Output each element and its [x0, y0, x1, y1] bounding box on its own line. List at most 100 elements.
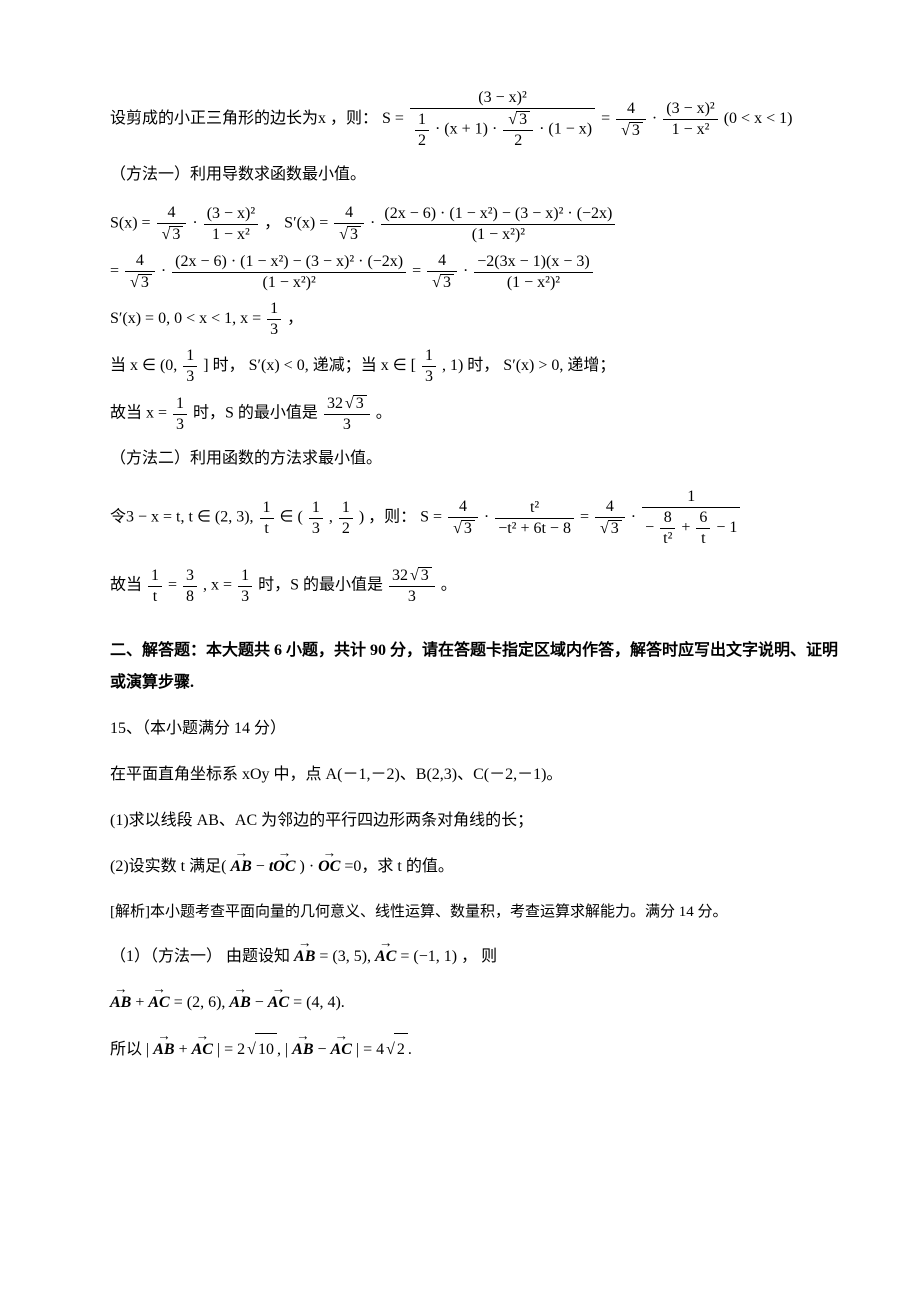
- fraction: (3 − x)² 1 − x²: [663, 101, 717, 138]
- denominator: √3: [595, 518, 625, 537]
- paragraph-p3: S(x) = 4 √3 · (3 − x)² 1 − x² ， S′(x) = …: [110, 205, 850, 243]
- text: = (2, 6),: [170, 994, 230, 1011]
- denominator: t: [696, 529, 710, 547]
- denominator: √3: [427, 272, 457, 291]
- text: 。: [441, 577, 457, 594]
- numerator: 1: [309, 500, 323, 519]
- text: .: [408, 1041, 412, 1058]
- q15-solution-2: AB + AC = (2, 6), AB − AC = (4, 4).: [110, 987, 850, 1019]
- denominator: 3: [173, 415, 187, 433]
- fraction: 1 2: [415, 112, 429, 149]
- sqrt-body: 3: [516, 111, 530, 128]
- vector-ac: AC: [192, 1034, 213, 1066]
- denominator: (1 − x²)²: [474, 273, 592, 291]
- text: −: [251, 994, 268, 1011]
- q15-number: 15、（本小题满分 14 分）: [110, 713, 850, 745]
- numerator: 4: [427, 253, 457, 272]
- fraction: 4 √3: [334, 205, 364, 243]
- sqrt: √3: [598, 520, 622, 537]
- denominator: 3: [267, 320, 281, 338]
- denominator: − 8 t² + 6 t − 1: [642, 508, 740, 547]
- sqrt-body: 3: [169, 226, 183, 243]
- numerator: 1: [422, 348, 436, 367]
- sqrt: √3: [337, 226, 361, 243]
- fraction: 4 √3: [616, 101, 646, 139]
- fraction: (3 − x)² 1 − x²: [204, 206, 258, 243]
- text: 90: [366, 642, 390, 659]
- eq-lhs: S =: [382, 110, 404, 127]
- text: 时，S 的最小值是: [258, 577, 387, 594]
- numerator: 1: [642, 489, 740, 508]
- numerator: (3 − x)²: [410, 90, 595, 109]
- paragraph-p9: 令3 − x = t, t ∈ (2, 3), 1 t ∈ ( 1 3 , 1 …: [110, 489, 850, 547]
- denominator: (1 − x²)²: [172, 273, 406, 291]
- sqrt: √3: [408, 567, 432, 584]
- sqrt: √3: [451, 520, 475, 537]
- dot: ·: [192, 215, 201, 232]
- numerator: 1: [173, 396, 187, 415]
- numerator: (3 − x)²: [204, 206, 258, 225]
- var-x: x: [318, 110, 326, 127]
- denominator: 1 2 · (x + 1) · √3 2 · (1 − x): [410, 109, 595, 149]
- fraction: 1 2: [339, 500, 353, 537]
- text: 时，S 的最小值是: [193, 405, 322, 422]
- text: 故当 x =: [110, 405, 171, 422]
- dot: ·: [161, 263, 170, 280]
- dot: ·: [370, 215, 379, 232]
- fraction: 4 √3: [157, 205, 187, 243]
- q15-analysis: [解析]本小题考查平面向量的几何意义、线性运算、数量积，考查运算求解能力。满分 …: [110, 897, 850, 927]
- sqrt: √3: [506, 111, 530, 128]
- paragraph-method2-title: （方法二）利用函数的方法求最小值。: [110, 443, 850, 475]
- fraction: 1 3: [267, 301, 281, 338]
- sqrt-body: 3: [138, 274, 152, 291]
- denominator: (1 − x²)²: [381, 225, 615, 243]
- denominator: t: [148, 587, 162, 605]
- text: ，: [287, 310, 303, 327]
- text: S(x) =: [110, 215, 155, 232]
- text: · (x + 1) ·: [435, 121, 497, 138]
- condition: (0 < x < 1): [724, 110, 793, 127]
- sqrt: √2: [384, 1033, 408, 1066]
- text: ] 时， S′(x) < 0, 递减；当 x ∈ [: [203, 357, 416, 374]
- dot: ·: [463, 263, 472, 280]
- equals: =: [601, 110, 614, 127]
- q15-stem: 在平面直角坐标系 xOy 中，点 A(－1,－2)、B(2,3)、C(－2,－1…: [110, 759, 850, 791]
- sqrt-body: 3: [440, 274, 454, 291]
- denominator: 1 − x²: [204, 225, 258, 243]
- vector-oc: OC: [273, 851, 295, 883]
- text: 当 x ∈ (0,: [110, 357, 181, 374]
- numerator: 1: [148, 568, 162, 587]
- fraction: 4 √3: [595, 499, 625, 537]
- numerator: 4: [125, 253, 155, 272]
- text: = (3, 5),: [315, 948, 375, 965]
- text: 所以 |: [110, 1041, 153, 1058]
- vector-ac: AC: [268, 987, 289, 1019]
- text: 二、解答题：本大题共: [110, 642, 270, 659]
- denominator: √3: [448, 518, 478, 537]
- fraction: 32√3 3: [324, 395, 370, 433]
- text: =: [168, 577, 181, 594]
- text: 小题，共计: [286, 642, 366, 659]
- fraction: 1 t: [148, 568, 162, 605]
- text: ，则：: [326, 110, 378, 127]
- numerator: t²: [495, 500, 574, 519]
- text: 设剪成的小正三角形的边长为: [110, 110, 318, 127]
- dot: ·: [484, 509, 493, 526]
- text: （1）（方法一） 由题设知: [110, 948, 294, 965]
- numerator: 1: [415, 112, 429, 131]
- sqrt-body: 3: [608, 520, 622, 537]
- denominator: −t² + 6t − 8: [495, 519, 574, 537]
- text: −: [645, 519, 658, 536]
- denominator: √3: [157, 224, 187, 243]
- text: +: [175, 1041, 192, 1058]
- denominator: 2: [503, 131, 533, 149]
- dot: ·: [652, 110, 661, 127]
- text: =0，求 t 的值。: [340, 858, 453, 875]
- dot: ·: [631, 509, 640, 526]
- text: , x =: [203, 577, 236, 594]
- denominator: 3: [238, 587, 252, 605]
- text: , |: [277, 1041, 292, 1058]
- q15-solution-3: 所以 | AB + AC | = 2√10, | AB − AC | = 4√2…: [110, 1033, 850, 1066]
- paragraph-p1: 设剪成的小正三角形的边长为x ，则： S = (3 − x)² 1 2 · (x…: [110, 90, 850, 149]
- sqrt-body: 3: [418, 567, 432, 584]
